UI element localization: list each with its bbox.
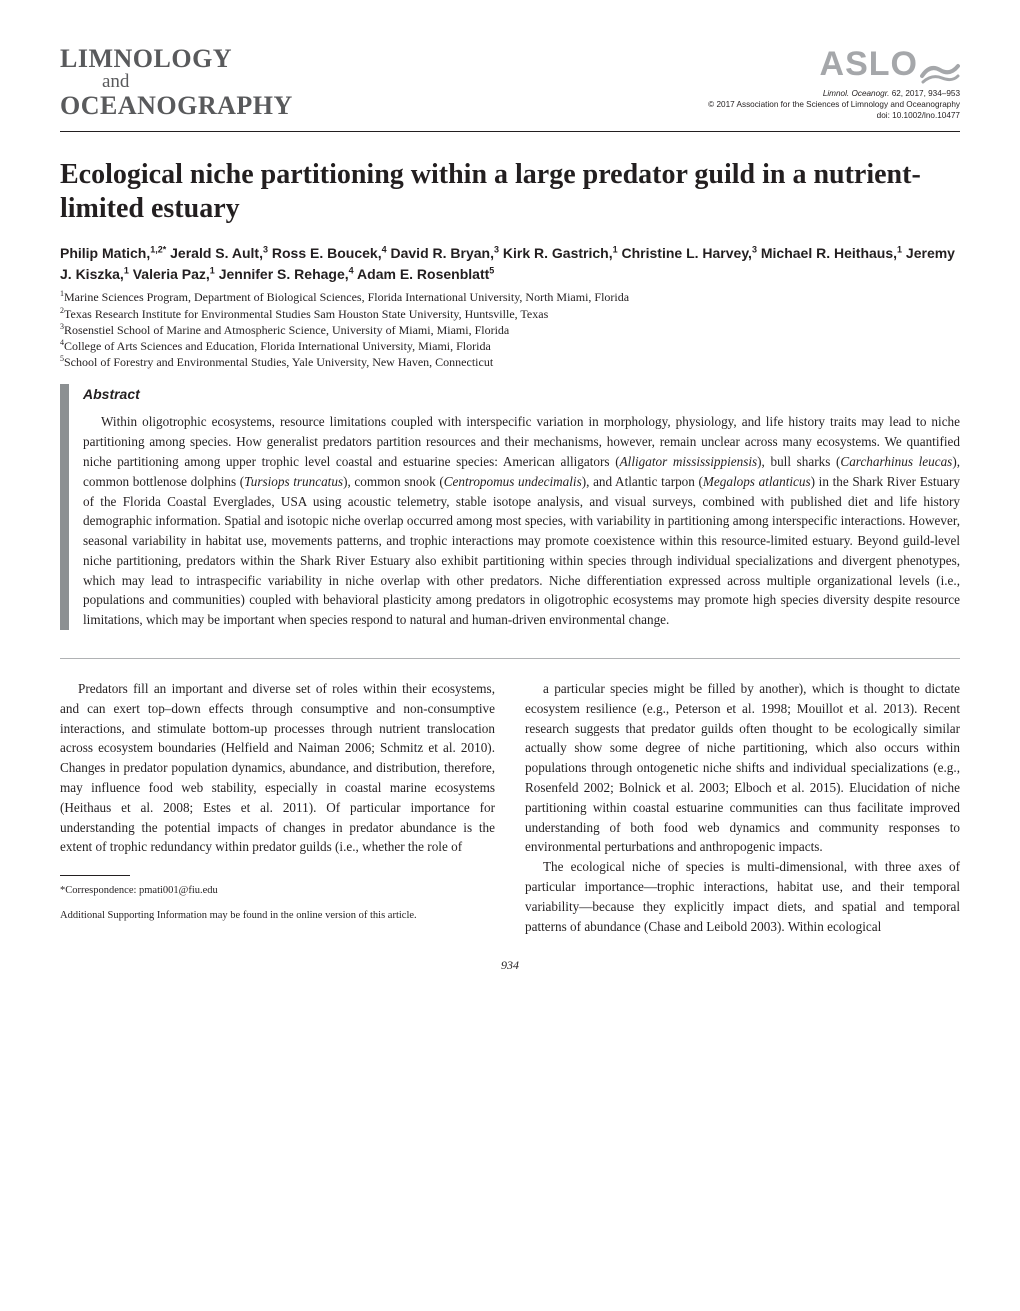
abstract-block: Abstract Within oligotrophic ecosystems,… — [60, 384, 960, 630]
affiliation: 4College of Arts Sciences and Education,… — [60, 338, 960, 354]
wave-icon — [920, 56, 960, 84]
affiliation-sup: 3 — [60, 322, 64, 331]
author: Michael R. Heithaus, — [757, 245, 897, 261]
footnote-rule — [60, 875, 130, 876]
affiliation: 2Texas Research Institute for Environmen… — [60, 306, 960, 322]
species-name: Centropomus undecimalis — [444, 474, 582, 489]
author: David R. Bryan, — [387, 245, 494, 261]
journal-name: LIMNOLOGY and OCEANOGRAPHY — [60, 45, 293, 120]
cite-rest: 62, 2017, 934–953 — [889, 89, 960, 98]
column-left: Predators fill an important and diverse … — [60, 679, 495, 936]
abstract-seg: ), bull sharks ( — [757, 454, 840, 469]
aslo-text: ASLO — [820, 45, 918, 84]
body-paragraph: The ecological niche of species is multi… — [525, 857, 960, 936]
author-sup: 5 — [489, 266, 494, 276]
author-list: Philip Matich,1,2* Jerald S. Ault,3 Ross… — [60, 243, 960, 285]
body-paragraph: a particular species might be filled by … — [525, 679, 960, 857]
publisher-block: ASLO Limnol. Oceanogr. 62, 2017, 934–953… — [708, 45, 960, 121]
abstract-sidebar — [60, 384, 69, 630]
abstract-text: Abstract Within oligotrophic ecosystems,… — [83, 384, 960, 630]
correspondence-footnote: *Correspondence: pmati001@fiu.edu — [60, 884, 495, 899]
page-header: LIMNOLOGY and OCEANOGRAPHY ASLO Limnol. … — [60, 45, 960, 132]
journal-conj: and — [102, 72, 293, 92]
species-name: Alligator mississippiensis — [620, 454, 758, 469]
affiliation-sup: 1 — [60, 289, 64, 298]
abstract-seg: ), and Atlantic tarpon ( — [582, 474, 703, 489]
page-number: 934 — [60, 958, 960, 973]
abstract-paragraph: Within oligotrophic ecosystems, resource… — [83, 412, 960, 630]
species-name: Megalops atlanticus — [703, 474, 811, 489]
author: Christine L. Harvey, — [618, 245, 752, 261]
article-title: Ecological niche partitioning within a l… — [60, 158, 960, 225]
author: Jennifer S. Rehage, — [215, 266, 349, 282]
author: Adam E. Rosenblatt — [354, 266, 490, 282]
affiliation-sup: 2 — [60, 306, 64, 315]
author: Philip Matich, — [60, 245, 150, 261]
author: Kirk R. Gastrich, — [499, 245, 613, 261]
author: Valeria Paz, — [129, 266, 210, 282]
cite-journal: Limnol. Oceanogr. — [823, 89, 890, 98]
affiliation: 5School of Forestry and Environmental St… — [60, 354, 960, 370]
body-columns: Predators fill an important and diverse … — [60, 679, 960, 936]
author: Jerald S. Ault, — [166, 245, 263, 261]
species-name: Carcharhinus leucas — [840, 454, 952, 469]
citation-meta: Limnol. Oceanogr. 62, 2017, 934–953 © 20… — [708, 88, 960, 121]
abstract-seg: ), common snook ( — [343, 474, 444, 489]
affiliation: 3Rosenstiel School of Marine and Atmosph… — [60, 322, 960, 338]
doi-line: doi: 10.1002/lno.10477 — [877, 111, 960, 120]
section-rule — [60, 658, 960, 659]
affiliation-sup: 4 — [60, 338, 64, 347]
publisher-logo: ASLO — [708, 45, 960, 84]
affiliation-list: 1Marine Sciences Program, Department of … — [60, 289, 960, 370]
author-sup: 1,2* — [150, 245, 166, 255]
journal-line1: LIMNOLOGY — [60, 45, 293, 72]
abstract-seg: ) in the Shark River Estuary of the Flor… — [83, 474, 960, 628]
abstract-heading: Abstract — [83, 384, 960, 405]
column-right: a particular species might be filled by … — [525, 679, 960, 936]
body-paragraph: Predators fill an important and diverse … — [60, 679, 495, 857]
journal-line2: OCEANOGRAPHY — [60, 92, 293, 119]
supporting-info-footnote: Additional Supporting Information may be… — [60, 909, 495, 924]
affiliation-sup: 5 — [60, 354, 64, 363]
author: Ross E. Boucek, — [268, 245, 382, 261]
affiliation: 1Marine Sciences Program, Department of … — [60, 289, 960, 305]
copyright-line: © 2017 Association for the Sciences of L… — [708, 100, 960, 109]
species-name: Tursiops truncatus — [244, 474, 343, 489]
